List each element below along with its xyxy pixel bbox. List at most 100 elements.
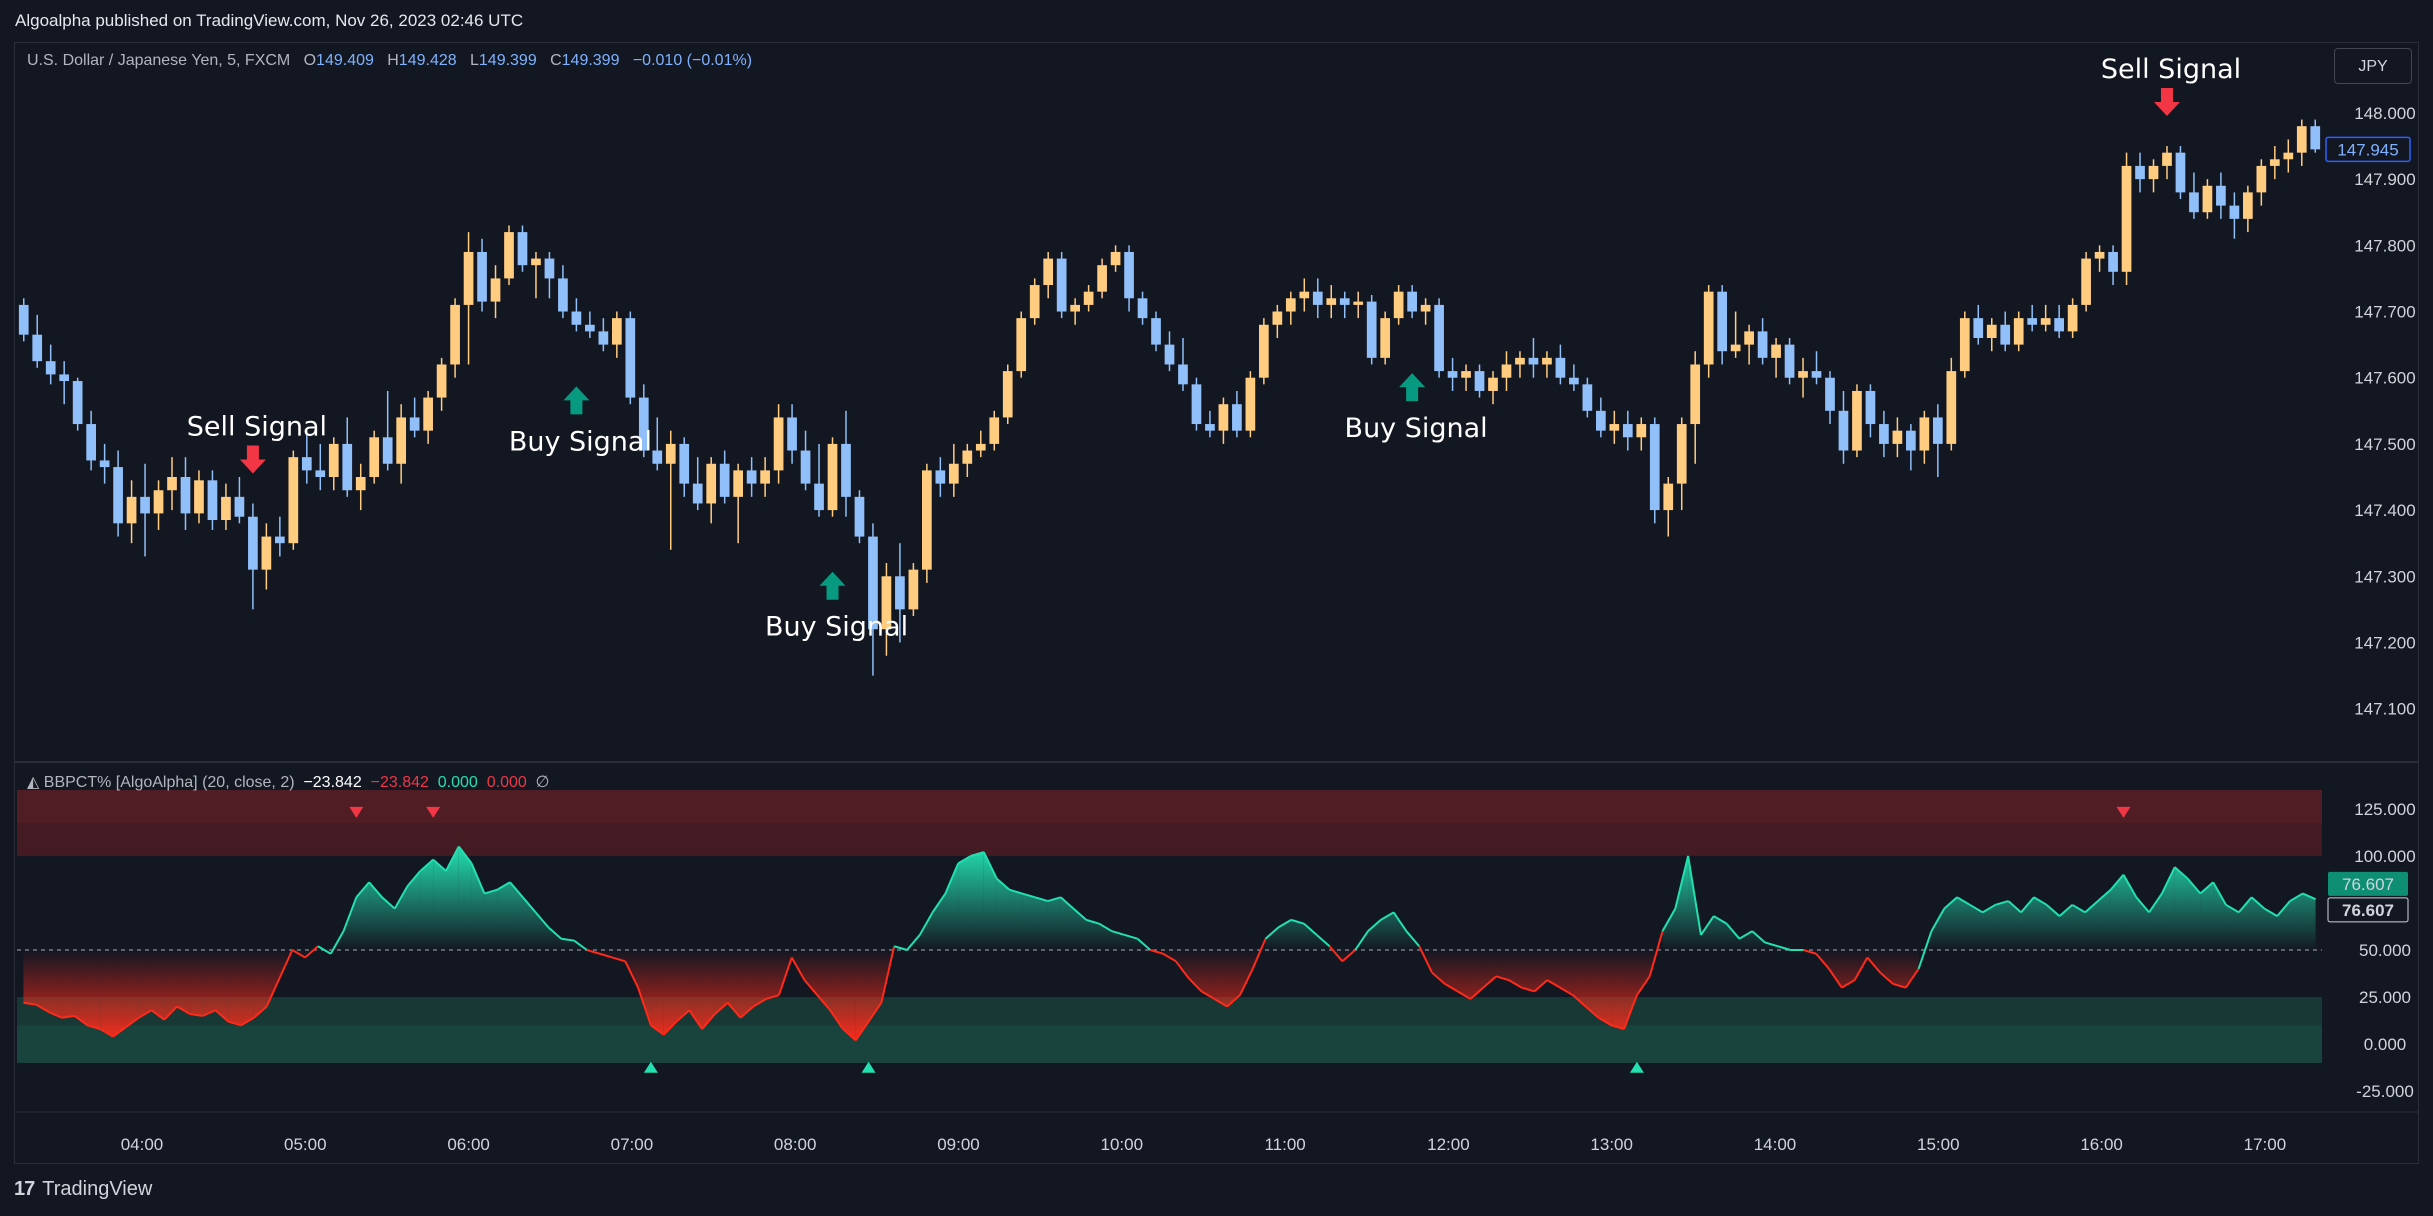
oscillator-line-segment bbox=[1380, 911, 1395, 921]
oscillator-area-segment bbox=[1291, 919, 1304, 950]
candle-body bbox=[1151, 318, 1161, 345]
candle-body bbox=[1946, 371, 1957, 444]
currency-button[interactable]: JPY bbox=[2334, 48, 2412, 84]
oscillator-line-segment bbox=[2122, 874, 2138, 898]
oscillator-area-segment bbox=[958, 855, 972, 950]
candle-body bbox=[99, 460, 110, 468]
oscillator-area-segment bbox=[919, 912, 933, 950]
price-tick-label: 147.600 bbox=[2354, 369, 2415, 388]
candle-body bbox=[1906, 430, 1916, 451]
oscillator-area-segment bbox=[2225, 904, 2239, 950]
oscillator-line-segment bbox=[1341, 949, 1356, 963]
oscillator-area-segment bbox=[1547, 950, 1561, 988]
candle-body bbox=[1663, 483, 1674, 511]
oscillator-line-segment bbox=[329, 930, 345, 955]
oscillator-area-segment bbox=[766, 950, 779, 999]
oscillator-line-segment bbox=[1277, 919, 1292, 929]
candle-body bbox=[1488, 377, 1498, 391]
indicator-tick-label: 125.000 bbox=[2354, 800, 2415, 819]
oscillator-area-segment bbox=[753, 950, 767, 1007]
oscillator-area-segment bbox=[1534, 950, 1548, 992]
tradingview-brand[interactable]: 17 TradingView bbox=[14, 1178, 152, 1201]
oscillator-area-segment bbox=[1239, 950, 1253, 996]
candle-body bbox=[504, 232, 514, 279]
candle-body bbox=[1124, 251, 1134, 299]
candle-body bbox=[1218, 404, 1229, 431]
indicator-name[interactable]: BBPCT% [AlgoAlpha] (20, close, 2) bbox=[43, 774, 295, 791]
oscillator-area-segment bbox=[522, 897, 536, 950]
oscillator-line-segment bbox=[842, 1028, 857, 1042]
candle-body bbox=[369, 437, 380, 477]
oscillator-area-segment bbox=[2046, 904, 2060, 950]
candle-body bbox=[962, 450, 973, 464]
oscillator-line-segment bbox=[189, 1013, 203, 1017]
oscillator-area-segment bbox=[1752, 931, 1765, 950]
oscillator-line-segment bbox=[419, 858, 434, 872]
candle-body bbox=[1973, 318, 1984, 338]
oscillator-line-segment bbox=[509, 881, 524, 898]
candle-body bbox=[1245, 377, 1256, 431]
candle-body bbox=[517, 232, 528, 266]
oscillator-area-segment bbox=[1944, 897, 1958, 950]
oscillator-line-segment bbox=[688, 1009, 703, 1030]
oscillator-area-segment bbox=[830, 950, 843, 1030]
oscillator-area-segment bbox=[1073, 908, 1087, 950]
oscillator-line-segment bbox=[880, 946, 896, 1003]
oscillator-area-segment bbox=[23, 950, 37, 1005]
candle-body bbox=[1811, 371, 1822, 378]
oscillator-area-segment bbox=[714, 950, 728, 1014]
candle-body bbox=[1838, 410, 1849, 451]
oscillator-line-segment bbox=[291, 949, 306, 959]
candle-body bbox=[180, 477, 191, 514]
candle-body bbox=[989, 417, 1000, 444]
oscillator-line-segment bbox=[1239, 968, 1254, 996]
candle-body bbox=[895, 576, 905, 610]
candle-body bbox=[2081, 258, 2091, 305]
oscillator-line-segment bbox=[1136, 937, 1151, 951]
symbol-name[interactable]: U.S. Dollar / Japanese Yen, 5, FXCM bbox=[27, 52, 291, 69]
oscillator-line-segment bbox=[1943, 896, 1958, 910]
candle-body bbox=[800, 450, 811, 484]
oscillator-line-segment bbox=[931, 892, 947, 913]
candle-body bbox=[1771, 344, 1781, 358]
indicator-value-4: 0.000 bbox=[486, 774, 527, 791]
time-tick-label: 12:00 bbox=[1427, 1135, 1470, 1154]
oscillator-area-segment bbox=[1508, 950, 1522, 988]
oscillator-area-segment bbox=[1175, 950, 1189, 979]
oscillator-area-segment bbox=[36, 950, 50, 1013]
oscillator-area-segment bbox=[394, 886, 408, 950]
candle-body bbox=[948, 463, 959, 484]
oscillator-area-segment bbox=[689, 950, 703, 1030]
buy-signal-arrow-icon bbox=[1399, 373, 1426, 402]
candle-body bbox=[248, 516, 258, 570]
oscillator-area-segment bbox=[638, 950, 651, 1026]
time-tick-label: 09:00 bbox=[937, 1135, 980, 1154]
oscillator-area-segment bbox=[61, 950, 75, 1018]
oscillator-line-segment bbox=[23, 1001, 37, 1006]
oscillator-area-segment bbox=[1444, 950, 1458, 992]
oscillator-line-segment bbox=[1841, 979, 1856, 989]
candle-body bbox=[234, 496, 245, 517]
oscillator-line-segment bbox=[1700, 915, 1715, 936]
candle-body bbox=[1595, 410, 1606, 431]
candle-body bbox=[1191, 384, 1202, 425]
oscillator-area-segment bbox=[445, 846, 459, 950]
oscillator-line-segment bbox=[1009, 888, 1023, 895]
oscillator-area-segment bbox=[2110, 874, 2124, 950]
indicator-icon: ◭ bbox=[27, 774, 40, 791]
open-label: O bbox=[303, 52, 317, 69]
oscillator-line-segment bbox=[496, 881, 511, 891]
candle-body bbox=[1002, 371, 1013, 418]
buy-signal-label: Buy Signal bbox=[509, 426, 652, 457]
oscillator-area-segment bbox=[1035, 897, 1048, 950]
candle-body bbox=[342, 443, 353, 491]
candle-body bbox=[1542, 357, 1552, 365]
oscillator-area-segment bbox=[1982, 904, 1996, 950]
oscillator-line-segment bbox=[561, 937, 575, 942]
oscillator-line-segment bbox=[1930, 908, 1946, 932]
oscillator-line-segment bbox=[1316, 934, 1331, 947]
oscillator-line-segment bbox=[457, 845, 473, 865]
oscillator-area-segment bbox=[164, 950, 178, 1020]
oscillator-line-segment bbox=[1264, 926, 1280, 940]
